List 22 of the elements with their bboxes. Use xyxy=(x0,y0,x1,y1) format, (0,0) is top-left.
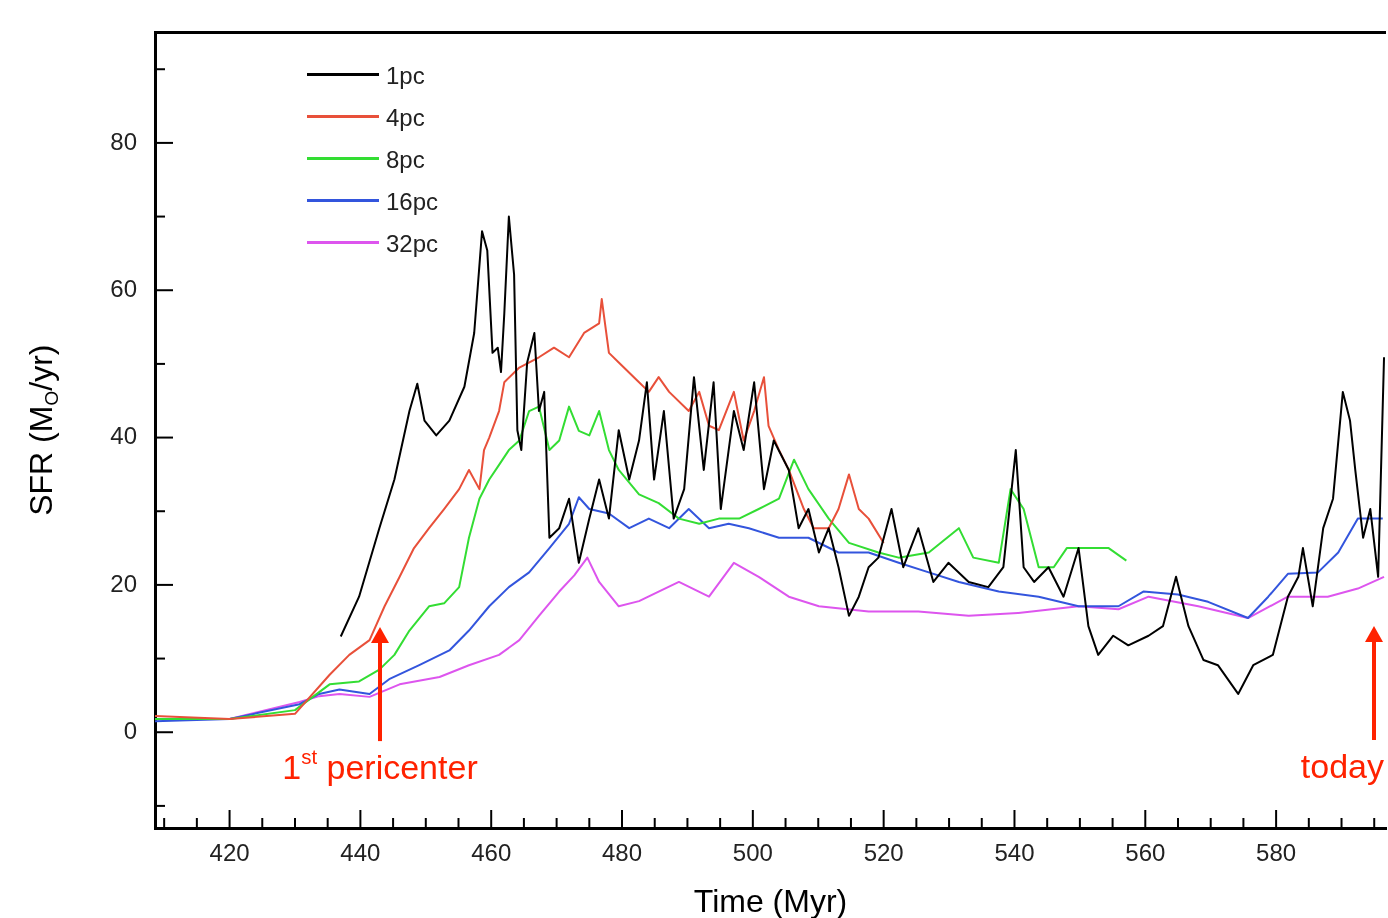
y-tick-label: 0 xyxy=(123,716,137,744)
legend-label: 4pc xyxy=(386,103,425,131)
legend-label: 1pc xyxy=(386,61,425,89)
x-tick-label: 480 xyxy=(602,839,643,867)
annotation: today xyxy=(1300,747,1385,785)
x-tick-label: 580 xyxy=(1256,839,1297,867)
y-tick-label: 20 xyxy=(110,569,137,597)
x-axis-title: Time (Myr) xyxy=(693,883,848,918)
y-tick-label: 80 xyxy=(110,127,137,155)
legend-label: 16pc xyxy=(386,187,439,215)
legend-label: 32pc xyxy=(386,229,439,257)
x-tick-label: 460 xyxy=(471,839,512,867)
x-tick-label: 560 xyxy=(1125,839,1166,867)
x-tick-label: 440 xyxy=(340,839,381,867)
legend-label: 8pc xyxy=(386,145,425,173)
x-tick-label: 520 xyxy=(863,839,904,867)
y-tick-label: 40 xyxy=(110,422,137,450)
y-tick-label: 60 xyxy=(110,274,137,302)
x-tick-label: 420 xyxy=(209,839,250,867)
x-tick-label: 540 xyxy=(994,839,1035,867)
x-tick-label: 500 xyxy=(732,839,773,867)
y-axis-title: SFR (MO/yr) xyxy=(23,344,63,516)
